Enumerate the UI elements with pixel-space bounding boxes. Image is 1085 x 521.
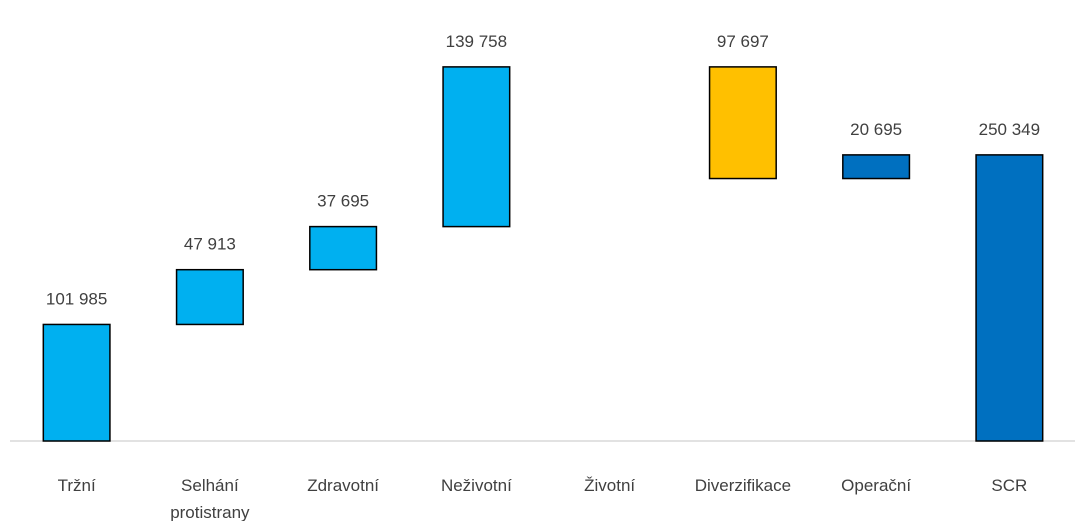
data-label: 37 695: [317, 192, 369, 211]
data-label: 97 697: [717, 32, 769, 51]
data-label: 20 695: [850, 120, 902, 139]
x-tick-label: Diverzifikace: [694, 476, 792, 495]
x-tick-label: Neživotní: [440, 476, 512, 495]
x-tick-label: Životní: [584, 476, 636, 495]
x-tick-label: Selhání protistrany: [170, 476, 250, 521]
data-label: 101 985: [46, 289, 107, 308]
bar: [442, 66, 511, 228]
x-tick-label: Zdravotní: [307, 476, 380, 495]
data-label: 47 913: [184, 235, 236, 254]
bar: [309, 225, 378, 271]
x-tick-label: SCR: [991, 476, 1028, 495]
bar: [842, 154, 911, 180]
x-tick-label: Tržní: [57, 476, 96, 495]
x-tick-label: Operační: [841, 476, 912, 495]
bar: [708, 66, 777, 180]
bar: [42, 323, 111, 442]
data-label: 139 758: [446, 32, 507, 51]
data-label: 250 349: [979, 120, 1040, 139]
bar: [175, 268, 244, 326]
bar: [975, 154, 1044, 442]
